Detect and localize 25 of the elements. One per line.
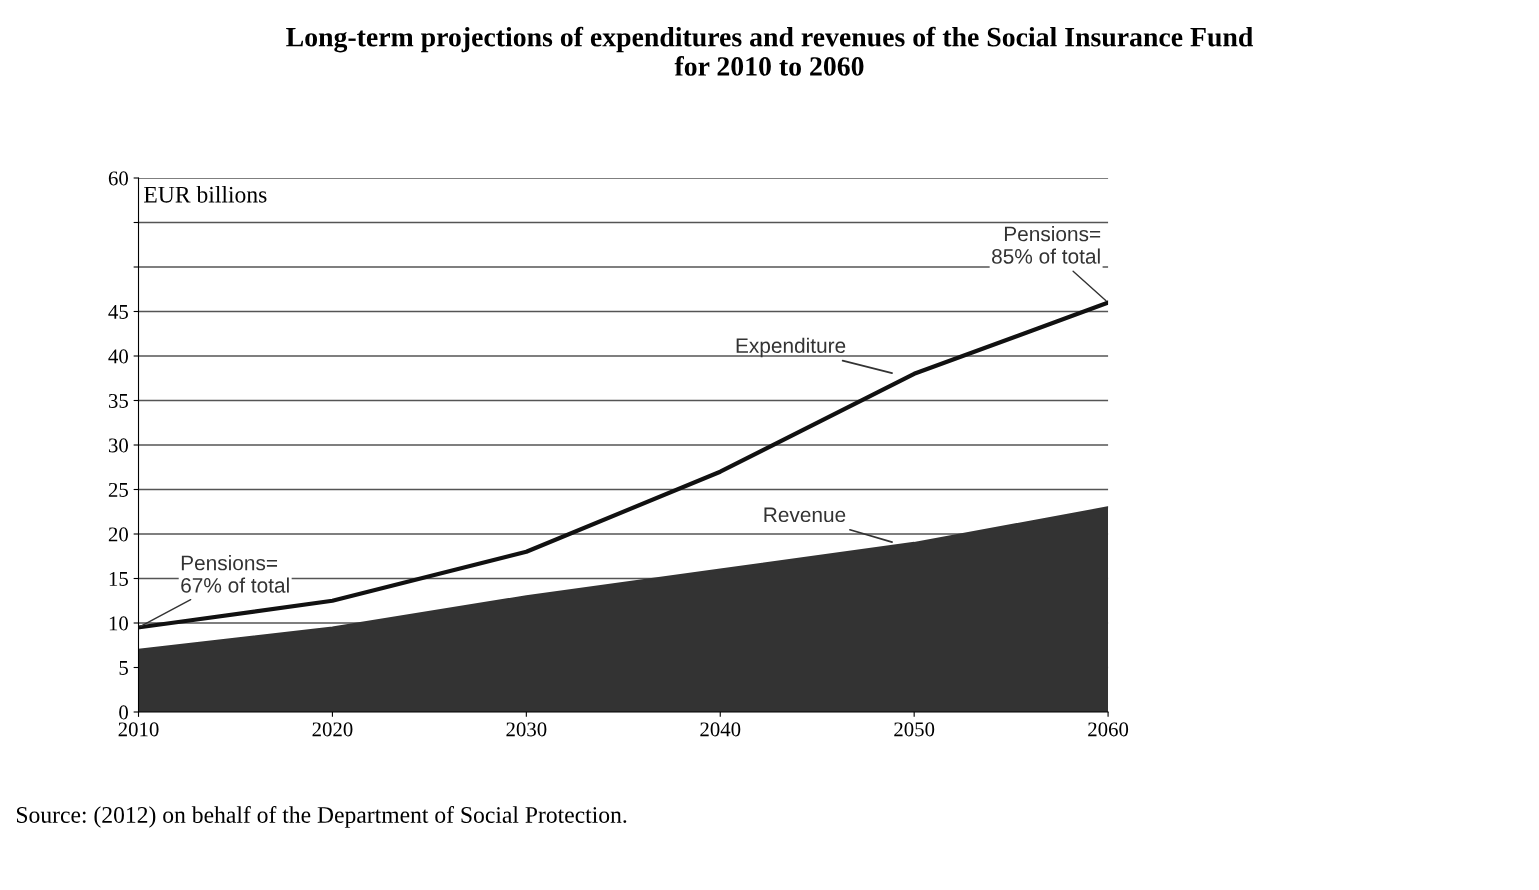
- y-tick-label: 20: [108, 527, 128, 542]
- annotation: Pensions= 67% of total: [181, 555, 289, 593]
- y-tick-label: 10: [109, 616, 128, 631]
- y-axis-title: EUR billions: [144, 186, 267, 203]
- y-tick-label: 60: [108, 171, 128, 186]
- y-tick-label: 40: [108, 349, 128, 364]
- y-tick-label: 5: [119, 661, 128, 675]
- y-tick-label: 35: [108, 393, 128, 408]
- x-tick-label: 2010: [118, 722, 159, 737]
- y-tick-label: 45: [108, 305, 128, 319]
- y-tick-label: 30: [108, 438, 128, 453]
- y-tick-label: 0: [119, 705, 128, 720]
- x-tick-label: 2030: [506, 722, 547, 737]
- chart-title: Long-term projections of expenditures and revenues of the Social Insurance Fund for 2010 to 2060: [286, 26, 1254, 76]
- line-series: [138, 300, 1109, 630]
- y-tick-label: 15: [109, 571, 128, 586]
- x-tick-label: 2040: [700, 722, 741, 737]
- x-tick-label: 2060: [1088, 722, 1129, 737]
- annotation: Pensions= 85% of total: [992, 226, 1101, 264]
- x-tick-label: 2050: [894, 722, 935, 737]
- series-label: Revenue: [764, 507, 846, 523]
- text: Expenditure: [736, 337, 846, 358]
- y-tick-label: 25: [108, 482, 128, 497]
- x-tick-label: 2020: [312, 722, 353, 737]
- source-note: Source: (2012) on behalf of the Department of Social Protection.: [16, 806, 627, 828]
